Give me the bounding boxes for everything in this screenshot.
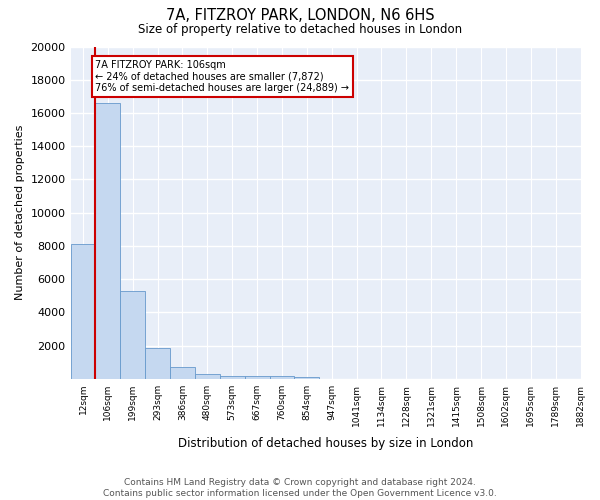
X-axis label: Distribution of detached houses by size in London: Distribution of detached houses by size … xyxy=(178,437,473,450)
Bar xyxy=(170,368,195,379)
Bar xyxy=(145,348,170,379)
Bar xyxy=(71,244,95,379)
Text: Contains HM Land Registry data © Crown copyright and database right 2024.
Contai: Contains HM Land Registry data © Crown c… xyxy=(103,478,497,498)
Text: 7A FITZROY PARK: 106sqm
← 24% of detached houses are smaller (7,872)
76% of semi: 7A FITZROY PARK: 106sqm ← 24% of detache… xyxy=(95,60,349,93)
Bar xyxy=(269,376,295,379)
Bar xyxy=(95,103,120,379)
Text: Size of property relative to detached houses in London: Size of property relative to detached ho… xyxy=(138,22,462,36)
Bar xyxy=(220,376,245,379)
Bar xyxy=(120,291,145,379)
Text: 7A, FITZROY PARK, LONDON, N6 6HS: 7A, FITZROY PARK, LONDON, N6 6HS xyxy=(166,8,434,22)
Y-axis label: Number of detached properties: Number of detached properties xyxy=(15,125,25,300)
Bar xyxy=(195,374,220,379)
Bar xyxy=(245,376,269,379)
Bar xyxy=(295,376,319,379)
